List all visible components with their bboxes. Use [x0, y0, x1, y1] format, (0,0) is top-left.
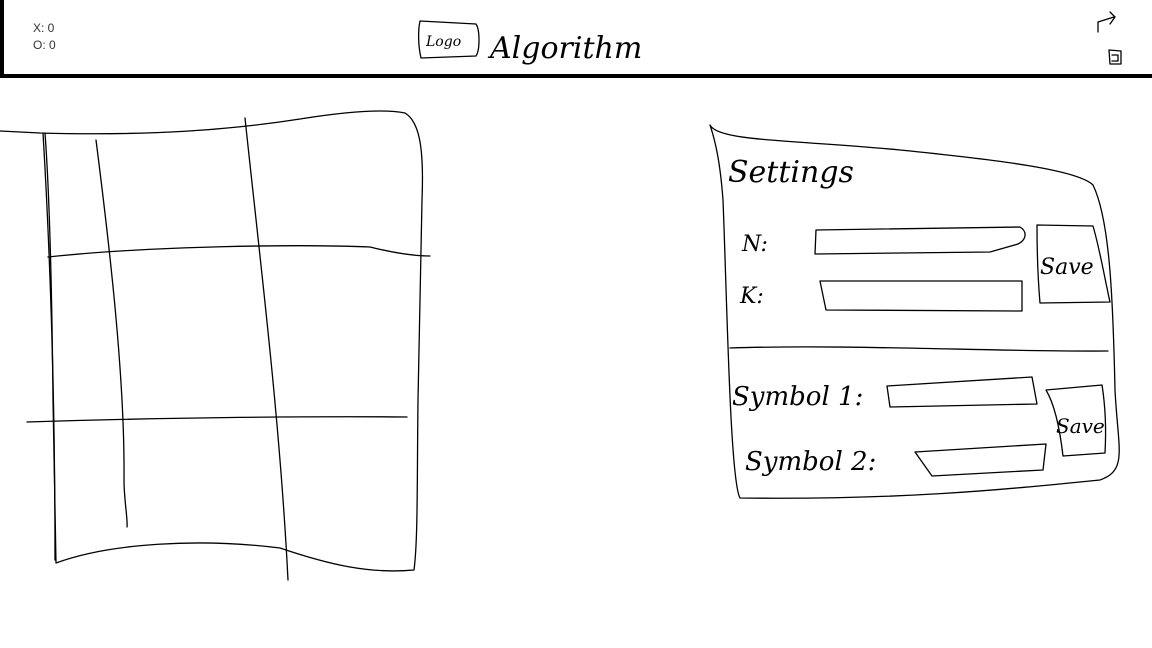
k-input[interactable] [819, 280, 1023, 312]
separator [729, 346, 1109, 352]
settings-panel: Settings N: K: Save Symbol 1: Symbol 2: … [709, 124, 1120, 499]
board-outline [0, 110, 424, 572]
symbols-save-button[interactable] [1045, 384, 1107, 457]
score-o: O: 0 [33, 38, 56, 52]
score-x: X: 0 [33, 21, 55, 35]
settings-outline [709, 124, 1120, 499]
app-title: Algorithm [487, 31, 642, 66]
field-label: K: [739, 284, 764, 309]
field-label: N: [741, 232, 768, 257]
logo-box [417, 20, 480, 59]
share-icon[interactable] [1097, 11, 1116, 33]
logo-text: Logo [425, 34, 461, 50]
symbols-save-button-label: Save [1056, 414, 1105, 438]
header: X: 0 O: 0 Logo Algorithm [0, 0, 1152, 78]
settings-title: Settings [728, 155, 854, 190]
save-button[interactable] [1036, 224, 1111, 304]
board-line [42, 132, 56, 561]
board-line [47, 245, 431, 258]
symbol1-input[interactable] [886, 376, 1038, 408]
board-line [95, 139, 128, 528]
game-board[interactable] [0, 110, 431, 581]
symbol-label: Symbol 2: [745, 447, 876, 477]
symbol-label: Symbol 1: [732, 382, 863, 412]
board-line [26, 416, 408, 423]
n-input[interactable] [814, 226, 1026, 255]
save-button-label: Save [1040, 255, 1094, 280]
board-line [244, 117, 289, 581]
symbol2-input[interactable] [914, 443, 1047, 477]
save-icon[interactable] [1108, 49, 1122, 65]
